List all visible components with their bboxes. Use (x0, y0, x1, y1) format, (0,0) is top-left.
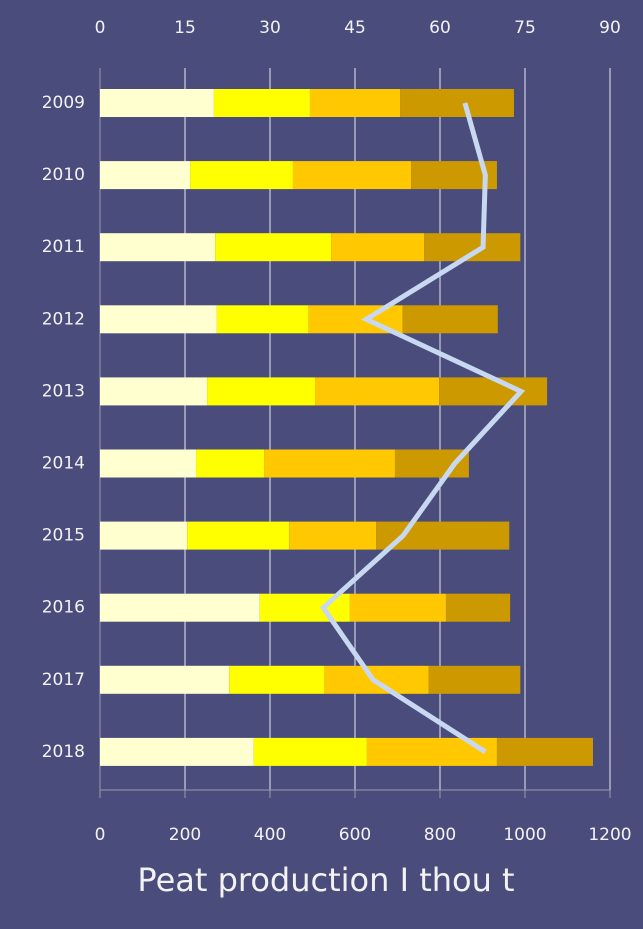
x2-tick-label: 30 (259, 18, 281, 38)
y-tick-label: 2016 (42, 598, 85, 618)
bar-segment (289, 521, 377, 550)
y-tick-label: 2012 (42, 309, 85, 329)
bar-segment (349, 593, 446, 622)
bar-segment (100, 665, 230, 694)
bar-segment (309, 89, 401, 117)
x2-tick-label: 90 (599, 18, 621, 38)
bar-segment (229, 665, 325, 694)
bar-segment (402, 305, 498, 334)
bar-segment (187, 521, 290, 550)
x-tick-label: 800 (424, 825, 456, 845)
bar-segment (100, 377, 208, 406)
bar-segment (100, 233, 216, 262)
bar-segment (496, 737, 593, 766)
chart-title: Peat production I thou t (137, 861, 514, 899)
bar-segment (190, 161, 293, 190)
bar-segment (207, 377, 316, 406)
bar-segment (100, 737, 254, 766)
y-tick-label: 2014 (42, 454, 85, 474)
x2-tick-label: 0 (95, 18, 106, 38)
bar-segment (213, 89, 310, 117)
bar-segment (400, 89, 514, 117)
x-tick-label: 400 (254, 825, 286, 845)
bar-segment (100, 449, 197, 478)
bar-segment (264, 449, 395, 478)
bar-segment (215, 233, 332, 262)
bar-segment (331, 233, 425, 262)
bar-segment (315, 377, 440, 406)
x-tick-label: 1000 (503, 825, 546, 845)
x-tick-label: 200 (169, 825, 201, 845)
bar-segment (292, 161, 412, 190)
bar-segment (424, 233, 521, 262)
bar-segment (366, 737, 497, 766)
bar-segment (100, 521, 188, 550)
y-tick-label: 2013 (42, 381, 85, 401)
bar-segment (428, 665, 521, 694)
y-tick-label: 2017 (42, 670, 85, 690)
x2-tick-label: 60 (429, 18, 451, 38)
bar-segment (439, 377, 548, 406)
bar-segment (216, 305, 309, 334)
y-tick-label: 2011 (42, 237, 85, 257)
bar-segment (100, 305, 217, 334)
x2-tick-label: 15 (174, 18, 196, 38)
y-tick-label: 2018 (42, 742, 85, 762)
bar-segment (100, 593, 260, 622)
x-tick-label: 0 (95, 825, 106, 845)
y-tick-label: 2010 (42, 165, 85, 185)
x2-tick-label: 75 (514, 18, 536, 38)
y-tick-label: 2009 (42, 93, 85, 113)
bar-segment (196, 449, 265, 478)
x-tick-label: 600 (339, 825, 371, 845)
bar-segment (376, 521, 510, 550)
y-tick-label: 2015 (42, 526, 85, 546)
x-tick-label: 1200 (588, 825, 631, 845)
bar-segment (445, 593, 511, 622)
bar-segment (100, 161, 191, 190)
bar-segment (253, 737, 367, 766)
line (319, 102, 526, 755)
bar-segment (100, 89, 214, 117)
x2-tick-label: 45 (344, 18, 366, 38)
